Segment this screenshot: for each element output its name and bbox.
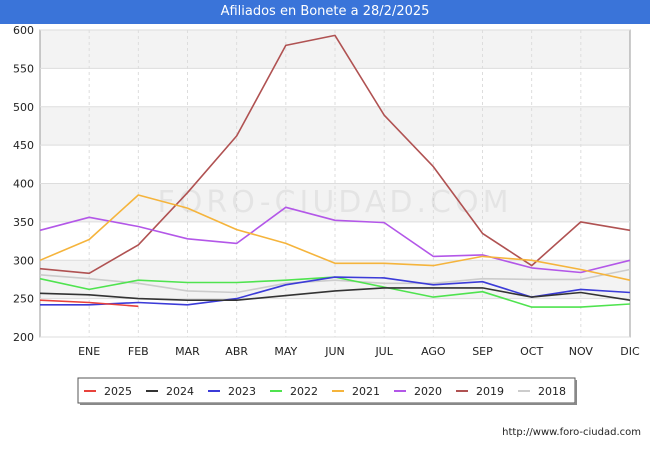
series-line-2018: [39, 268, 631, 294]
y-tick-label: 450: [13, 139, 34, 152]
grid-band: [40, 183, 630, 222]
x-tick-label: JUN: [324, 345, 345, 358]
legend-label-2020: 2020: [414, 385, 442, 398]
series-line-2019: [39, 34, 631, 275]
legend-label-2022: 2022: [290, 385, 318, 398]
legend-box: [77, 377, 576, 404]
source-url: http://www.foro-ciudad.com: [502, 427, 641, 438]
line-chart: FORO-CIUDAD.COM 200 250 300 350 400 450 500 550…: [13, 24, 640, 405]
x-tick-label: FEB: [128, 345, 149, 358]
y-tick-label: 500: [13, 101, 34, 114]
legend-label-2024: 2024: [166, 385, 194, 398]
x-tick-label: OCT: [520, 345, 543, 358]
chart-title: Afiliados en Bonete a 28/2/2025: [0, 0, 650, 24]
x-tick-label: MAR: [175, 345, 200, 358]
x-tick-label: MAY: [274, 345, 297, 358]
series-line-2025: [39, 299, 139, 308]
series-line-2020: [39, 206, 631, 274]
y-tick-label: 350: [13, 216, 34, 229]
y-tick-label: 200: [13, 331, 34, 344]
x-axis: ENE FEB MAR ABR MAY JUN JUL AGO SEP OCT NOV DIC: [78, 345, 640, 358]
series-line-2021: [39, 194, 631, 281]
legend-shadow: [80, 403, 577, 405]
x-tick-label: ABR: [225, 345, 248, 358]
x-tick-label: JUL: [374, 345, 393, 358]
watermark: FORO-CIUDAD.COM: [158, 185, 513, 220]
legend-label-2021: 2021: [352, 385, 380, 398]
y-tick-label: 250: [13, 293, 34, 306]
legend-label-2018: 2018: [538, 385, 566, 398]
x-tick-label: DIC: [620, 345, 640, 358]
x-tick-label: NOV: [569, 345, 594, 358]
x-tick-label: SEP: [472, 345, 493, 358]
legend-label-2023: 2023: [228, 385, 256, 398]
y-axis: 200 250 300 350 400 450 500 550 600: [13, 24, 34, 344]
y-tick-label: 550: [13, 62, 34, 75]
series-lines: [39, 34, 631, 308]
y-tick-label: 400: [13, 178, 34, 191]
legend-label-2019: 2019: [476, 385, 504, 398]
legend: 2025 2024 2023 2022 2021 2020 2019 2018: [84, 385, 566, 398]
x-tick-label: AGO: [421, 345, 446, 358]
legend-label-2025: 2025: [104, 385, 132, 398]
x-tick-label: ENE: [78, 345, 100, 358]
series-line-2024: [39, 287, 631, 301]
y-tick-label: 600: [13, 24, 34, 37]
legend-shadow-side: [575, 380, 577, 405]
y-tick-label: 300: [13, 254, 34, 267]
